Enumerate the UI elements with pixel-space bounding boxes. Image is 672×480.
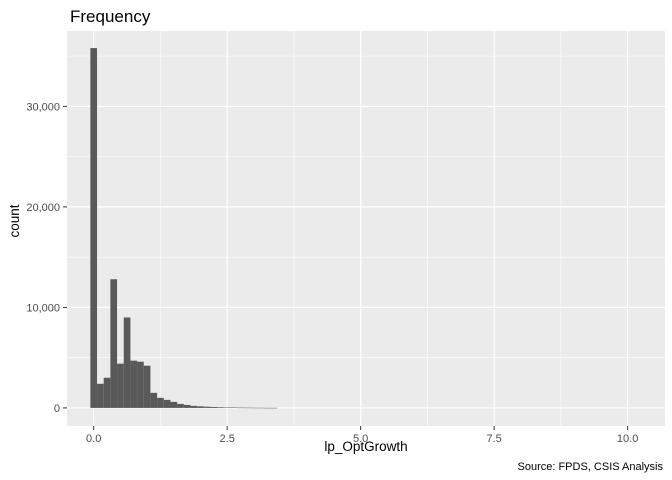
histogram-bar <box>110 279 118 408</box>
histogram-bar <box>130 360 138 408</box>
y-axis-label: count <box>7 204 22 237</box>
x-tick-label: 10.0 <box>617 433 638 445</box>
histogram-bar <box>270 407 278 409</box>
histogram-bar <box>223 407 231 408</box>
histogram-bar <box>143 365 151 408</box>
histogram-bar <box>243 407 251 409</box>
histogram-bar <box>210 407 218 408</box>
histogram-bar <box>257 407 264 409</box>
histogram-bar <box>170 401 178 408</box>
plot-panel <box>67 31 665 426</box>
histogram-bar <box>150 392 158 408</box>
histogram-bars <box>90 48 278 409</box>
x-axis-ticks: 0.0 2.5 5.0 7.5 10.0 <box>86 426 638 445</box>
histogram-bar <box>97 383 104 408</box>
histogram-bar <box>203 406 211 408</box>
histogram-bar <box>217 407 224 408</box>
y-tick-label: 30,000 <box>26 101 60 113</box>
histogram-bar <box>123 317 131 408</box>
x-tick-label: 7.5 <box>486 433 501 445</box>
y-axis-ticks: 0 10,000 20,000 30,000 <box>26 101 67 415</box>
histogram-bar <box>183 404 191 408</box>
y-tick-label: 0 <box>54 403 60 415</box>
histogram-bar <box>263 407 271 409</box>
histogram-bar <box>163 399 171 408</box>
histogram-bar <box>157 397 164 408</box>
histogram-bar <box>197 406 204 408</box>
minor-gridlines <box>67 31 665 426</box>
histogram-bar <box>250 407 258 409</box>
histogram-bar <box>103 377 111 408</box>
x-tick-label: 5.0 <box>353 433 368 445</box>
x-axis-label: lp_OptGrowth <box>324 439 407 454</box>
x-tick-label: 2.5 <box>220 433 235 445</box>
histogram-bar <box>177 403 184 408</box>
histogram-bar <box>237 407 244 409</box>
y-tick-label: 10,000 <box>26 302 60 314</box>
histogram-bar <box>190 405 198 408</box>
histogram-bar <box>230 407 238 409</box>
y-tick-label: 20,000 <box>26 202 60 214</box>
x-tick-label: 0.0 <box>86 433 101 445</box>
histogram-bar <box>90 48 98 408</box>
caption: Source: FPDS, CSIS Analysis <box>518 461 664 473</box>
chart-title: Frequency <box>70 7 151 26</box>
histogram-bar <box>117 363 124 408</box>
histogram-bar <box>137 361 144 408</box>
